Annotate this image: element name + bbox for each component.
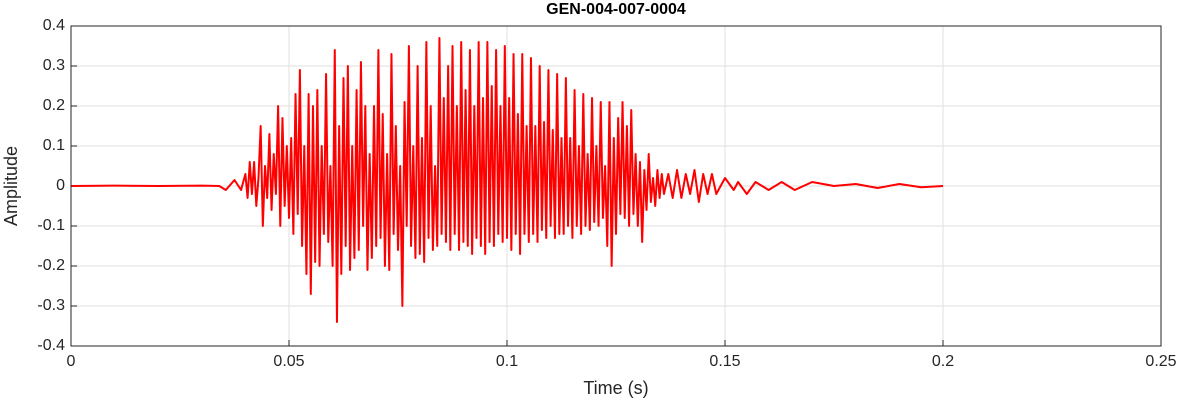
y-tick-label: -0.1 — [37, 217, 65, 234]
y-axis-label: Amplitude — [1, 146, 21, 226]
x-tick-label: 0 — [67, 353, 76, 370]
y-tick-label: -0.4 — [37, 337, 65, 354]
y-tick-label: -0.2 — [37, 257, 65, 274]
plot-frame — [70, 25, 1162, 347]
chart-title: GEN-004-007-0004 — [546, 1, 686, 18]
x-tick-label: 0.15 — [709, 353, 740, 370]
y-tick-label: 0.2 — [43, 97, 65, 114]
y-tick-label: 0.3 — [43, 57, 65, 74]
x-tick-label: 0.2 — [932, 353, 954, 370]
y-tick-label: 0.4 — [43, 17, 65, 34]
y-tick-label: 0.1 — [43, 137, 65, 154]
x-tick-label: 0.05 — [273, 353, 304, 370]
y-tick-label: -0.3 — [37, 297, 65, 314]
y-tick-label: 0 — [56, 177, 65, 194]
x-tick-label: 0.25 — [1145, 353, 1176, 370]
waveform-line — [70, 37, 944, 323]
x-axis-label: Time (s) — [583, 378, 648, 398]
x-tick-label: 0.1 — [496, 353, 518, 370]
